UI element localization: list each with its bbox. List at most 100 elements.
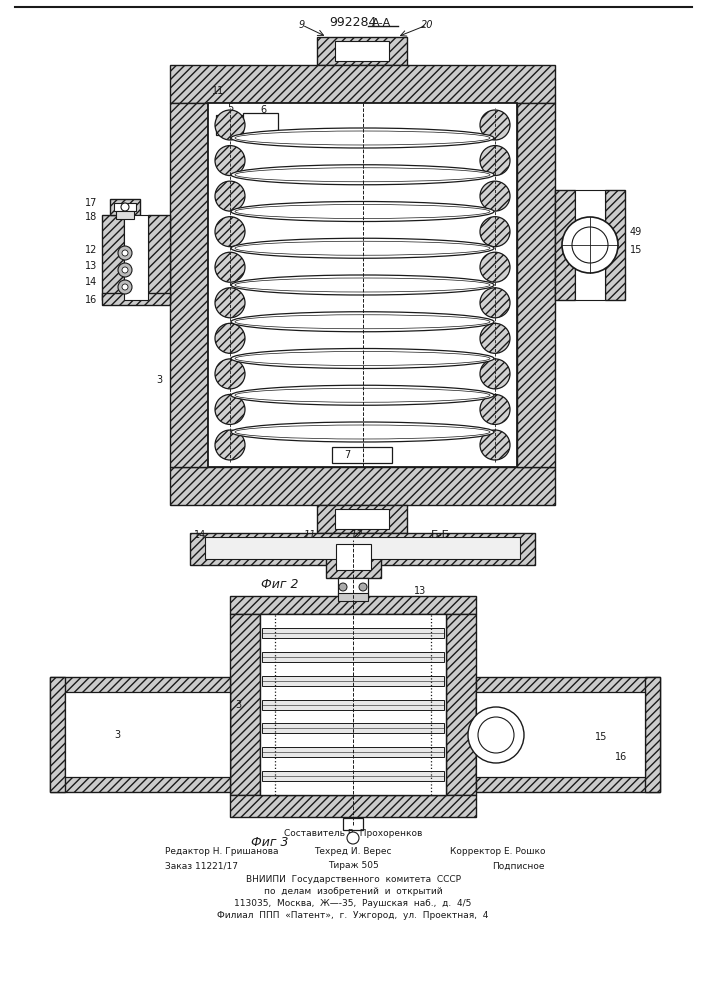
Bar <box>605 190 625 300</box>
Circle shape <box>339 583 347 591</box>
Text: 12: 12 <box>85 245 97 255</box>
Bar <box>476 692 645 777</box>
Text: Филиал  ППП  «Патент»,  г.  Ужгород,  ул.  Проектная,  4: Филиал ППП «Патент», г. Ужгород, ул. Про… <box>217 912 489 920</box>
Circle shape <box>480 323 510 353</box>
Circle shape <box>215 394 245 424</box>
Circle shape <box>347 832 359 844</box>
Bar <box>216 115 246 135</box>
Text: 5: 5 <box>227 103 233 113</box>
Bar <box>262 771 444 781</box>
Circle shape <box>572 227 608 263</box>
Text: 15: 15 <box>595 732 607 742</box>
Ellipse shape <box>235 352 490 365</box>
Bar <box>102 293 170 305</box>
Text: 49: 49 <box>630 227 642 237</box>
Ellipse shape <box>235 278 490 292</box>
Circle shape <box>215 217 245 247</box>
Bar <box>338 593 368 601</box>
Text: 20: 20 <box>421 20 433 30</box>
Bar <box>645 677 660 792</box>
Bar <box>262 628 444 638</box>
Bar <box>262 676 444 686</box>
Circle shape <box>215 288 245 318</box>
Text: Техред И. Верес: Техред И. Верес <box>314 848 392 856</box>
Circle shape <box>480 252 510 282</box>
Bar <box>262 652 444 662</box>
Ellipse shape <box>231 385 494 405</box>
Ellipse shape <box>235 168 490 182</box>
Bar <box>338 578 368 596</box>
Text: 16: 16 <box>85 295 97 305</box>
Circle shape <box>480 146 510 176</box>
Text: 3: 3 <box>114 730 120 740</box>
Bar <box>575 190 605 300</box>
Circle shape <box>215 181 245 211</box>
Text: 13: 13 <box>85 261 97 271</box>
Bar <box>317 37 407 65</box>
Ellipse shape <box>231 312 494 332</box>
Text: 992284: 992284 <box>329 15 377 28</box>
Ellipse shape <box>235 425 490 439</box>
Ellipse shape <box>231 128 494 148</box>
Circle shape <box>562 217 618 273</box>
Text: Составитель В. Прохоренков: Составитель В. Прохоренков <box>284 830 422 838</box>
Text: по  делам  изобретений  и  открытий: по делам изобретений и открытий <box>264 888 443 896</box>
Text: 113035,  Москва,  Ж—-35,  Раушская  наб.,  д.  4/5: 113035, Москва, Ж—-35, Раушская наб., д.… <box>234 900 472 908</box>
Text: 11: 11 <box>304 530 316 540</box>
Circle shape <box>478 717 514 753</box>
Text: 14: 14 <box>85 277 97 287</box>
Circle shape <box>480 181 510 211</box>
Text: 3: 3 <box>156 375 162 385</box>
Text: Заказ 11221/17: Заказ 11221/17 <box>165 861 238 870</box>
Ellipse shape <box>235 205 490 219</box>
Bar <box>230 596 476 614</box>
Bar <box>148 215 170 300</box>
Text: Редактор Н. Гришанова: Редактор Н. Гришанова <box>165 848 279 856</box>
Bar <box>260 614 446 795</box>
Bar <box>517 103 555 467</box>
Bar <box>243 113 278 137</box>
Text: ВНИИПИ  Государственного  комитета  СССР: ВНИИПИ Государственного комитета СССР <box>245 876 460 884</box>
Text: Подписное: Подписное <box>493 861 545 870</box>
Text: 16: 16 <box>615 752 627 762</box>
Circle shape <box>215 252 245 282</box>
Text: Б-Б: Б-Б <box>431 530 450 540</box>
Bar <box>326 540 381 578</box>
Ellipse shape <box>231 349 494 368</box>
Bar <box>65 692 230 777</box>
Circle shape <box>122 284 128 290</box>
Circle shape <box>118 263 132 277</box>
Bar <box>317 505 407 533</box>
Text: 3: 3 <box>235 700 241 710</box>
Text: 6: 6 <box>260 105 266 115</box>
Circle shape <box>118 280 132 294</box>
Circle shape <box>480 288 510 318</box>
Ellipse shape <box>235 131 490 145</box>
Text: 7: 7 <box>344 450 351 460</box>
Circle shape <box>480 217 510 247</box>
Bar <box>110 199 140 215</box>
Ellipse shape <box>231 422 494 442</box>
Text: Корректор Е. Рошко: Корректор Е. Рошко <box>450 848 545 856</box>
Text: А-А: А-А <box>373 18 392 28</box>
Bar <box>102 215 124 300</box>
Bar <box>170 467 555 505</box>
Circle shape <box>215 359 245 389</box>
Text: 11: 11 <box>212 86 224 96</box>
Text: 15: 15 <box>630 245 643 255</box>
Text: 13: 13 <box>414 586 426 596</box>
Bar <box>124 215 148 300</box>
Bar <box>332 447 392 463</box>
Text: 9: 9 <box>299 20 305 30</box>
Ellipse shape <box>235 241 490 255</box>
Bar <box>262 723 444 733</box>
Circle shape <box>121 203 129 211</box>
Bar <box>114 203 136 211</box>
Bar <box>335 41 389 61</box>
Circle shape <box>215 110 245 140</box>
Bar <box>343 818 363 830</box>
Ellipse shape <box>235 315 490 329</box>
Bar <box>205 537 520 559</box>
Text: 4: 4 <box>359 544 365 554</box>
Bar <box>476 677 660 792</box>
